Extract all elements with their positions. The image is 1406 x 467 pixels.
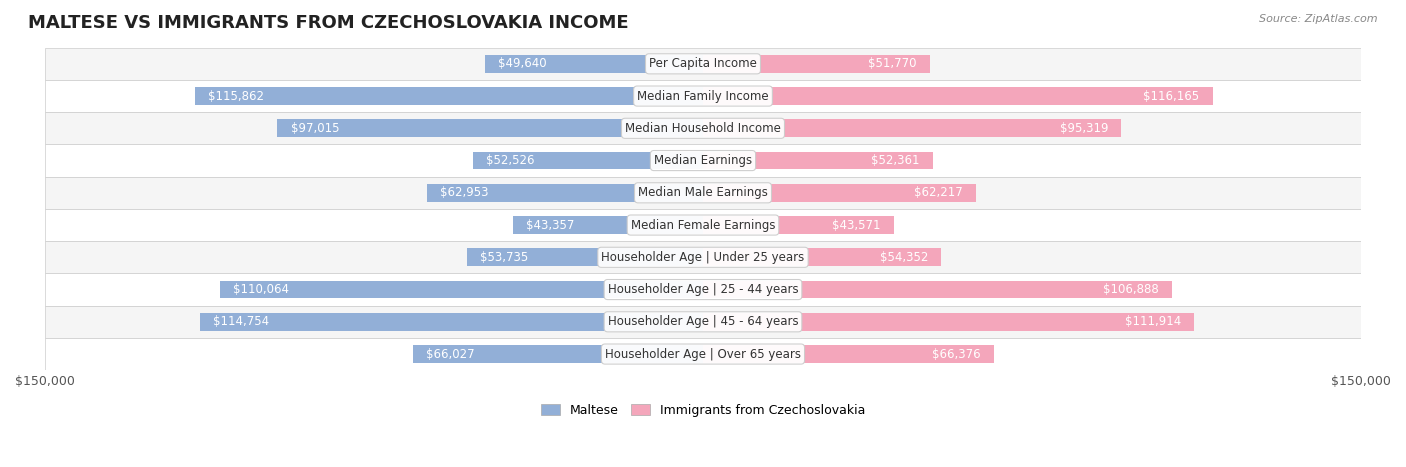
Bar	[703, 87, 1212, 105]
Bar	[45, 338, 1361, 370]
Bar	[703, 248, 942, 266]
Text: $106,888: $106,888	[1104, 283, 1159, 296]
Bar	[45, 112, 1361, 144]
Bar	[45, 274, 1361, 306]
Bar	[45, 80, 1361, 112]
Bar	[703, 281, 1173, 298]
Bar	[703, 313, 1194, 331]
Bar	[45, 209, 1361, 241]
Bar	[513, 216, 703, 234]
Text: $95,319: $95,319	[1060, 122, 1108, 135]
Bar	[221, 281, 703, 298]
Text: $97,015: $97,015	[291, 122, 339, 135]
Text: $62,953: $62,953	[440, 186, 488, 199]
Text: $51,770: $51,770	[869, 57, 917, 71]
Bar	[194, 87, 703, 105]
Bar	[45, 177, 1361, 209]
Bar	[703, 216, 894, 234]
Text: Median Household Income: Median Household Income	[626, 122, 780, 135]
Bar	[200, 313, 703, 331]
Text: Source: ZipAtlas.com: Source: ZipAtlas.com	[1260, 14, 1378, 24]
Bar	[427, 184, 703, 202]
Text: $66,027: $66,027	[426, 347, 475, 361]
Bar	[45, 241, 1361, 274]
Bar	[472, 152, 703, 170]
Bar	[45, 306, 1361, 338]
Legend: Maltese, Immigrants from Czechoslovakia: Maltese, Immigrants from Czechoslovakia	[536, 399, 870, 422]
Text: Median Female Earnings: Median Female Earnings	[631, 219, 775, 232]
Bar	[703, 345, 994, 363]
Text: $52,526: $52,526	[485, 154, 534, 167]
Text: Median Earnings: Median Earnings	[654, 154, 752, 167]
Bar	[703, 55, 931, 73]
Text: $49,640: $49,640	[498, 57, 547, 71]
Text: Householder Age | 25 - 44 years: Householder Age | 25 - 44 years	[607, 283, 799, 296]
Bar	[703, 152, 932, 170]
Text: $114,754: $114,754	[212, 315, 269, 328]
Text: $110,064: $110,064	[233, 283, 290, 296]
Text: Median Male Earnings: Median Male Earnings	[638, 186, 768, 199]
Text: $115,862: $115,862	[208, 90, 264, 103]
Text: $43,571: $43,571	[832, 219, 882, 232]
Text: MALTESE VS IMMIGRANTS FROM CZECHOSLOVAKIA INCOME: MALTESE VS IMMIGRANTS FROM CZECHOSLOVAKI…	[28, 14, 628, 32]
Bar	[277, 120, 703, 137]
Bar	[467, 248, 703, 266]
Text: $111,914: $111,914	[1125, 315, 1181, 328]
Text: $62,217: $62,217	[914, 186, 963, 199]
Bar	[413, 345, 703, 363]
Text: Per Capita Income: Per Capita Income	[650, 57, 756, 71]
Bar	[485, 55, 703, 73]
Bar	[45, 48, 1361, 80]
Text: Median Family Income: Median Family Income	[637, 90, 769, 103]
Text: $52,361: $52,361	[872, 154, 920, 167]
Text: Householder Age | Over 65 years: Householder Age | Over 65 years	[605, 347, 801, 361]
Text: $53,735: $53,735	[481, 251, 529, 264]
Text: $116,165: $116,165	[1143, 90, 1199, 103]
Text: Householder Age | 45 - 64 years: Householder Age | 45 - 64 years	[607, 315, 799, 328]
Bar	[45, 144, 1361, 177]
Bar	[703, 120, 1121, 137]
Text: $43,357: $43,357	[526, 219, 574, 232]
Text: Householder Age | Under 25 years: Householder Age | Under 25 years	[602, 251, 804, 264]
Bar	[703, 184, 976, 202]
Text: $54,352: $54,352	[880, 251, 928, 264]
Text: $66,376: $66,376	[932, 347, 981, 361]
